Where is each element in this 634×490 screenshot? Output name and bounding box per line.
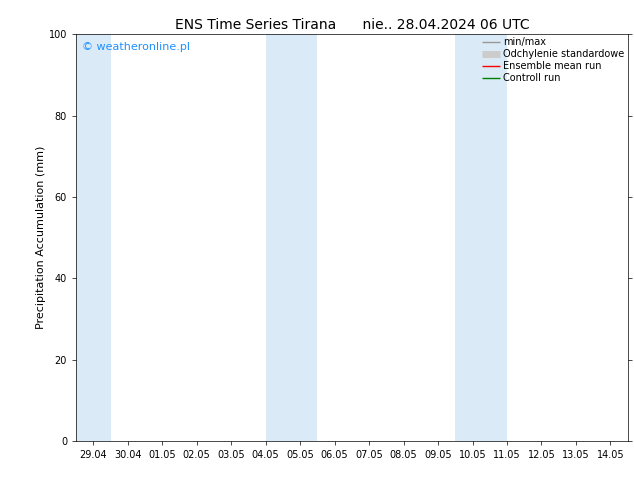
Text: © weatheronline.pl: © weatheronline.pl: [82, 43, 190, 52]
Legend: min/max, Odchylenie standardowe, Ensemble mean run, Controll run: min/max, Odchylenie standardowe, Ensembl…: [480, 35, 626, 85]
Y-axis label: Precipitation Accumulation (mm): Precipitation Accumulation (mm): [36, 146, 46, 329]
Bar: [76, 34, 110, 441]
Bar: [266, 34, 318, 441]
Title: ENS Time Series Tirana      nie.. 28.04.2024 06 UTC: ENS Time Series Tirana nie.. 28.04.2024 …: [174, 18, 529, 32]
Bar: [455, 34, 507, 441]
